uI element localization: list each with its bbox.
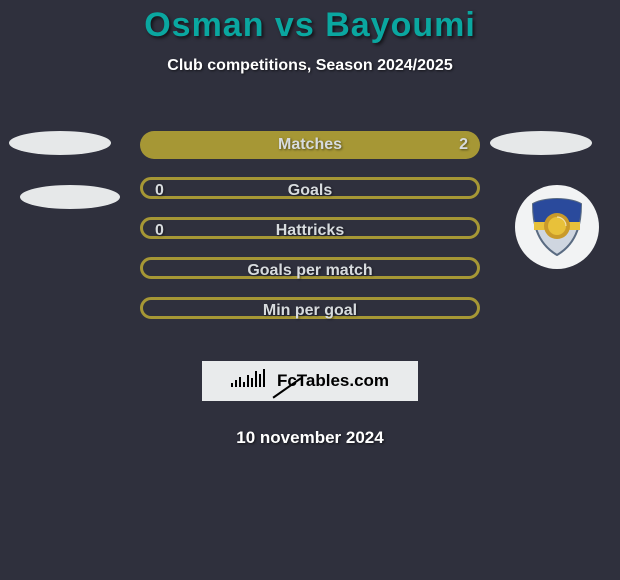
page-subtitle: Club competitions, Season 2024/2025 [0,57,620,75]
comparison-card: Osman vs Bayoumi Club competitions, Seas… [0,6,620,580]
bar-chart-icon [231,369,271,387]
player-left-club-placeholder [20,185,120,209]
footer-date: 10 november 2024 [0,428,620,448]
stat-left-value: 0 [155,180,164,202]
stat-row-goals: Goals0 [140,177,480,199]
page-title: Osman vs Bayoumi [0,6,620,45]
stat-label: Matches [140,131,480,159]
stat-label: Hattricks [143,220,477,242]
stat-row-mpg: Min per goal [140,297,480,319]
shield-icon [530,198,584,256]
stat-left-value: 0 [155,220,164,242]
stat-row-hattricks: Hattricks0 [140,217,480,239]
stat-row-matches: Matches2 [140,131,480,159]
stat-row-gpm: Goals per match [140,257,480,279]
stat-label: Min per goal [143,300,477,322]
player-right-photo-placeholder [490,131,592,155]
stats-block: Matches2Goals0Hattricks0Goals per matchM… [140,131,480,337]
player-right-club-badge [515,185,599,269]
stat-right-value: 2 [459,131,468,159]
stat-label: Goals [143,180,477,202]
fctables-brand[interactable]: FcTables.com [202,361,418,401]
stat-label: Goals per match [143,260,477,282]
player-left-photo-placeholder [9,131,111,155]
